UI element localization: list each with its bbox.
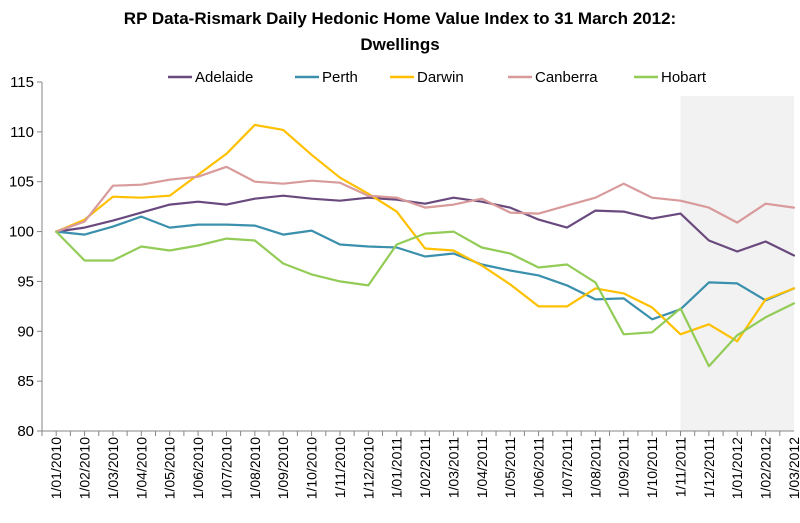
y-tick-label: 100 [9, 224, 34, 241]
x-tick-label: 1/07/2011 [559, 437, 575, 498]
legend-label: Perth [322, 69, 358, 86]
x-tick-label: 1/06/2010 [190, 437, 206, 499]
y-tick-label: 105 [9, 174, 34, 191]
legend-label: Darwin [417, 69, 464, 86]
x-tick-label: 1/04/2010 [133, 437, 149, 499]
series-line-adelaide [55, 194, 796, 257]
legend-label: Canberra [535, 69, 598, 86]
legend-item-perth: Perth [295, 69, 358, 86]
x-tick-label: 1/01/2012 [729, 437, 745, 499]
x-tick-label: 1/04/2011 [474, 437, 490, 498]
x-tick-label: 1/03/2011 [445, 437, 461, 498]
x-tick-label: 1/02/2012 [758, 437, 774, 499]
x-tick-label: 1/08/2011 [587, 437, 603, 498]
y-tick-label: 110 [10, 124, 34, 141]
chart-title: RP Data-Rismark Daily Hedonic Home Value… [124, 9, 676, 28]
series-line-hobart [55, 230, 796, 368]
y-axis: 80 85 90 95 100 105 110 115 [9, 74, 43, 440]
x-tick-label: 1/09/2011 [616, 437, 632, 498]
x-tick-label: 1/03/2012 [786, 437, 800, 499]
x-tick-label: 1/12/2010 [360, 437, 376, 499]
x-tick-label: 1/05/2010 [162, 437, 178, 499]
legend-label: Hobart [661, 69, 707, 86]
x-tick-label: 1/11/2010 [332, 437, 348, 498]
legend-item-hobart: Hobart [634, 69, 707, 86]
legend: Adelaide Perth Darwin Canberra Hobart [168, 69, 707, 86]
legend-item-adelaide: Adelaide [168, 69, 253, 86]
x-tick-label: 1/09/2010 [275, 437, 291, 499]
x-tick-label: 1/11/2011 [672, 437, 688, 497]
y-tick-label: 80 [17, 423, 34, 440]
series-line-canberra [55, 165, 796, 233]
series-line-darwin [55, 123, 796, 343]
chart-subtitle: Dwellings [360, 35, 439, 54]
x-tick-label: 1/06/2011 [531, 437, 547, 498]
legend-item-canberra: Canberra [508, 69, 598, 86]
y-tick-label: 95 [17, 273, 34, 290]
x-tick-label: 1/01/2011 [389, 437, 405, 498]
x-axis: 1/01/2010 1/02/2010 1/03/2010 1/04/2010 1/05… [41, 430, 800, 499]
x-tick-label: 1/01/2010 [48, 437, 64, 499]
series-line-perth [55, 215, 796, 321]
x-tick-label: 1/02/2010 [77, 437, 93, 499]
x-tick-label: 1/05/2011 [502, 437, 518, 498]
x-tick-label: 1/10/2011 [644, 437, 660, 498]
y-tick-label: 85 [17, 373, 34, 390]
legend-item-darwin: Darwin [390, 69, 464, 86]
y-tick-label: 90 [17, 323, 34, 340]
x-tick-label: 1/02/2011 [417, 437, 433, 498]
x-tick-label: 1/10/2010 [304, 437, 320, 499]
plot-area [55, 123, 796, 368]
y-tick-label: 115 [10, 74, 34, 91]
x-tick-label: 1/12/2011 [701, 437, 717, 498]
legend-label: Adelaide [195, 69, 253, 86]
x-tick-label: 1/03/2010 [105, 437, 121, 499]
shaded-region [680, 96, 794, 431]
x-tick-label: 1/07/2010 [218, 437, 234, 499]
x-tick-label: 1/08/2010 [247, 437, 263, 499]
